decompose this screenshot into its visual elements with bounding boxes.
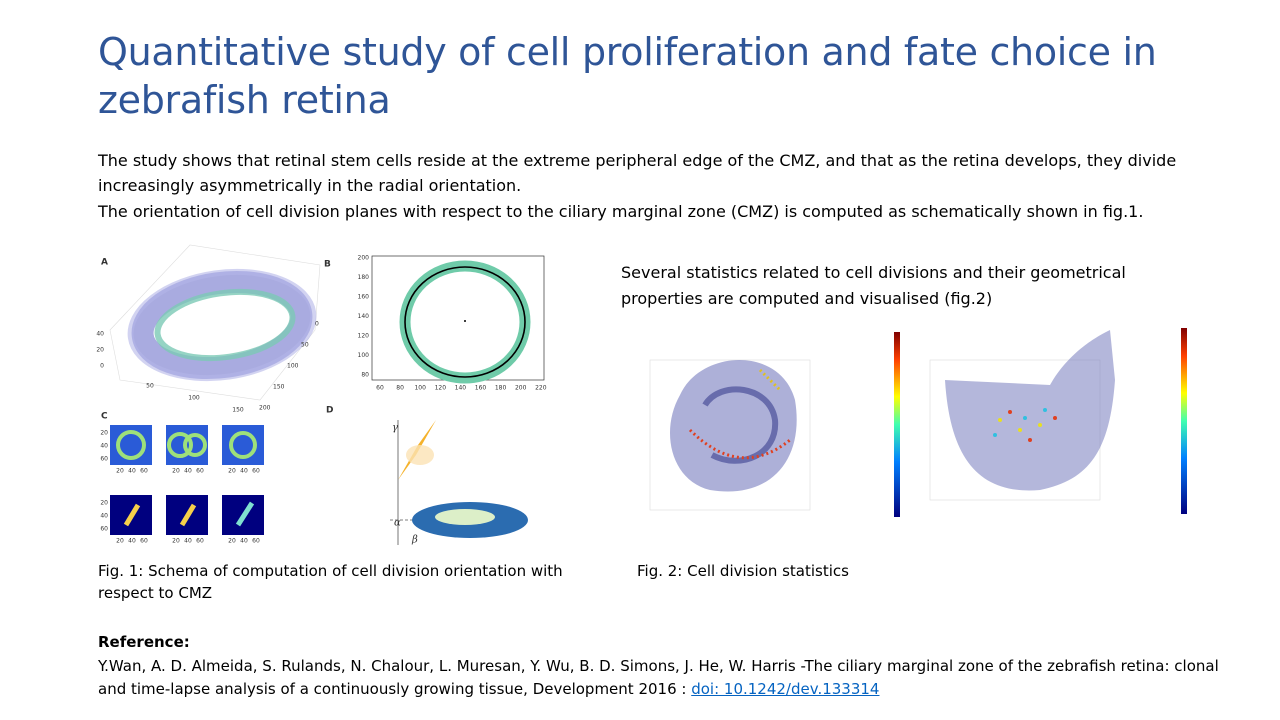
tick-label: 60 [100, 456, 108, 463]
tick-label: 80 [361, 372, 369, 379]
fig2-left-image [649, 359, 811, 511]
tick-label: 40 [240, 468, 248, 475]
reference-text: Y.Wan, A. D. Almeida, S. Rulands, N. Cha… [98, 655, 1238, 701]
tick-label: 160 [358, 294, 370, 301]
tick-label: 40 [128, 538, 136, 545]
angle-label: β [411, 535, 418, 546]
reference-citation: Y.Wan, A. D. Almeida, S. Rulands, N. Cha… [98, 657, 1219, 698]
tick-label: 50 [146, 383, 154, 390]
body-text: The orientation of cell division planes … [98, 202, 1144, 221]
tick-label: 60 [100, 526, 108, 533]
tick-label: 40 [240, 538, 248, 545]
tick-label: 0 [315, 321, 319, 328]
tick-label: 60 [376, 385, 384, 392]
tick-label: 40 [96, 331, 104, 338]
panel-c-image [110, 425, 264, 535]
tick-label: 150 [232, 407, 244, 414]
tick-label: 60 [252, 468, 260, 475]
panel-label: C [101, 412, 108, 422]
panel-d-image [390, 420, 528, 545]
tick-label: 20 [116, 538, 124, 545]
panel-a-image [109, 244, 321, 401]
tick-label: 20 [96, 347, 104, 354]
colorbar [894, 328, 1187, 517]
tick-label: 40 [184, 468, 192, 475]
tick-label: 200 [515, 385, 527, 392]
fig2-right-image [929, 330, 1115, 501]
tick-label: 40 [100, 513, 108, 520]
tick-label: 20 [172, 538, 180, 545]
tick-label: 50 [301, 342, 309, 349]
tick-label: 20 [116, 468, 124, 475]
tick-label: 200 [259, 405, 271, 412]
tick-label: 60 [140, 468, 148, 475]
tick-label: 100 [358, 352, 370, 359]
tick-label: 40 [100, 443, 108, 450]
tick-label: 150 [273, 384, 285, 391]
panel-b-image [371, 255, 545, 384]
panel-label: B [324, 260, 331, 270]
tick-label: 20 [100, 500, 108, 507]
tick-label: 200 [358, 255, 370, 262]
figure-caption: Fig. 2: Cell division statistics [637, 562, 849, 580]
panel-label: A [101, 258, 108, 268]
tick-label: 120 [358, 333, 370, 340]
tick-label: 60 [252, 538, 260, 545]
tick-label: 60 [196, 468, 204, 475]
angle-label: α [394, 518, 401, 529]
tick-label: 60 [140, 538, 148, 545]
reference-heading: Reference: [98, 633, 190, 651]
tick-label: 180 [358, 274, 370, 281]
tick-label: 20 [228, 538, 236, 545]
tick-label: 120 [435, 385, 447, 392]
tick-label: 100 [287, 363, 299, 370]
figure-intro: Several statistics related to cell divis… [621, 263, 1126, 308]
tick-label: 40 [128, 468, 136, 475]
tick-label: 160 [475, 385, 487, 392]
figure-caption: Fig. 1: Schema of computation of cell di… [98, 562, 563, 602]
tick-label: 20 [172, 468, 180, 475]
panel-label: D [326, 406, 333, 416]
tick-label: 140 [455, 385, 467, 392]
tick-label: 20 [228, 468, 236, 475]
tick-label: 80 [396, 385, 404, 392]
tick-label: 0 [100, 363, 104, 370]
angle-label: γ [392, 423, 398, 434]
tick-label: 100 [414, 385, 426, 392]
tick-label: 60 [196, 538, 204, 545]
tick-label: 220 [535, 385, 547, 392]
body-text: The study shows that retinal stem cells … [98, 151, 1177, 195]
doi-link[interactable]: doi: 10.1242/dev.133314 [691, 680, 880, 698]
tick-label: 40 [184, 538, 192, 545]
tick-label: 140 [358, 313, 370, 320]
tick-label: 100 [188, 395, 200, 402]
tick-label: 20 [100, 430, 108, 437]
tick-label: 180 [495, 385, 507, 392]
slide-title: Quantitative study of cell proliferation… [98, 30, 1157, 122]
